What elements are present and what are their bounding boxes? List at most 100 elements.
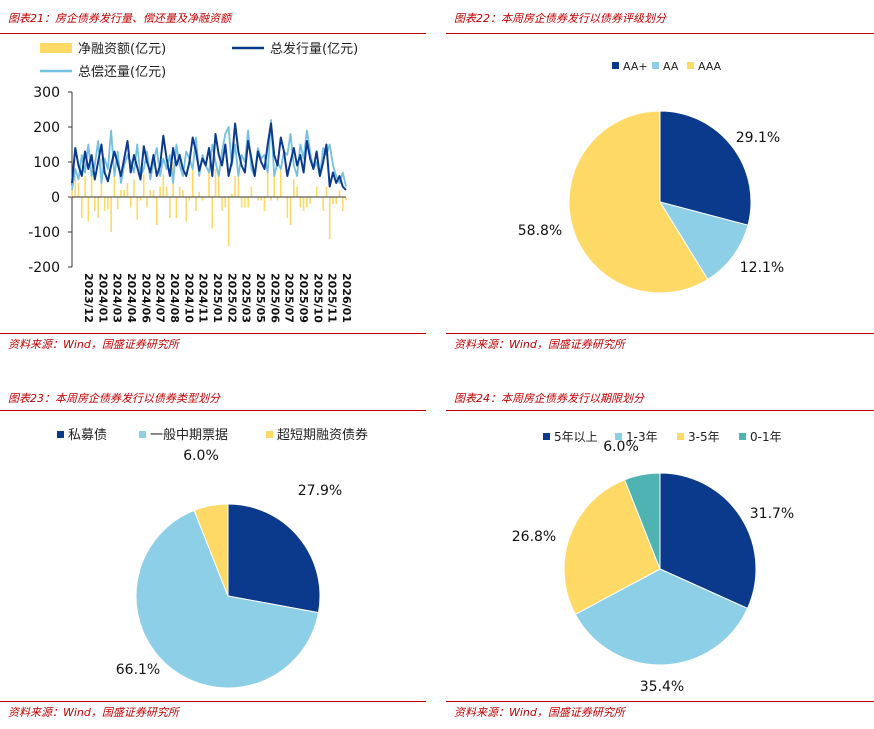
bar-net [335, 197, 338, 204]
pie-data-label: 6.0% [603, 439, 639, 455]
legend-swatch-net [40, 43, 72, 53]
bar-net [142, 174, 145, 197]
bar-net [338, 190, 341, 197]
bar-net [185, 197, 187, 222]
bar-net [306, 197, 308, 208]
x-tick-label: 2023/12 [82, 273, 95, 323]
bar-net [214, 169, 217, 197]
source-rule [0, 701, 426, 702]
x-tick-label: 2025/11 [326, 273, 339, 323]
bar-net [211, 197, 214, 229]
pie-slice [574, 568, 749, 666]
bar-net [136, 197, 139, 220]
x-tick-label: 2024/06 [139, 273, 152, 323]
chart-23-title: 图表23：本周房企债券发行以债券类型划分 [8, 392, 220, 405]
bar-net [270, 197, 272, 201]
panel-chart-24: 图表24：本周房企债券发行以期限划分 5年以上 1-3年 3-5年 0-1年 31.7%… [446, 380, 874, 729]
bar-net [169, 197, 171, 218]
x-tick-label: 2024/07 [154, 273, 167, 323]
bar-net [84, 176, 86, 197]
legend-label: 超短期融资债券 [277, 427, 368, 443]
bar-net [293, 179, 295, 197]
bar-net [328, 197, 331, 239]
bar-net [87, 197, 90, 222]
legend-label: 总偿还量(亿元) [78, 65, 166, 80]
bar-net [289, 197, 292, 225]
legend-swatch [139, 431, 146, 438]
bar-net [195, 197, 197, 211]
bar-net [315, 186, 318, 197]
bar-net [182, 190, 184, 197]
bar-net [198, 191, 201, 197]
legend-label: 3-5年 [688, 430, 720, 444]
bar-net [152, 190, 155, 197]
title-rule [446, 33, 874, 34]
legend-label: 总发行量(亿元) [270, 41, 358, 57]
panel-chart-22: 图表22：本周房企债券发行以债券评级划分 AA+ AA AAA 29.1% 12.1% 5… [446, 0, 874, 365]
bar-net [178, 186, 181, 197]
bar-net [139, 197, 142, 201]
bar-net [162, 174, 165, 197]
x-tick-label: 2025/03 [240, 273, 253, 323]
pie-slice [227, 503, 321, 614]
title-rule [446, 410, 874, 411]
legend-swatch [615, 433, 622, 440]
bar-net [332, 197, 334, 204]
bar-net [191, 165, 194, 197]
bar-net [273, 176, 276, 197]
bar-net [159, 186, 161, 197]
chart-22-title: 图表22：本周房企债券发行以债券评级划分 [454, 12, 666, 25]
source-rule [446, 333, 874, 334]
bar-net [149, 190, 152, 197]
bar-net [286, 197, 289, 218]
x-tick-label: 2025/09 [297, 273, 310, 323]
bar-net [80, 197, 83, 218]
bar-net [341, 197, 344, 211]
title-rule [0, 33, 426, 34]
bar-net [231, 193, 233, 197]
bar-net [345, 197, 347, 201]
y-tick-label: 0 [51, 190, 60, 206]
x-tick-label: 2024/11 [197, 273, 210, 323]
legend-swatch [677, 433, 684, 440]
bar-net [77, 183, 80, 197]
bar-net [201, 197, 204, 201]
pie-slice [568, 110, 709, 294]
legend-label: 私募债 [68, 428, 107, 443]
bar-net [325, 186, 328, 197]
pie-slice [659, 472, 757, 610]
bar-net [116, 197, 119, 210]
bar-net [103, 197, 106, 211]
chart-24-source: 资料来源：Wind，国盛证券研究所 [454, 706, 625, 719]
x-tick-label: 2026/01 [340, 273, 353, 323]
bar-net [156, 197, 158, 225]
bar-net [234, 176, 236, 197]
chart-21-svg: 净融资额(亿元) 总发行量(亿元) 总偿还量(亿元) 300 200 100 0 -100 -2… [28, 41, 358, 323]
bar-net [279, 165, 282, 197]
legend-swatch [266, 431, 273, 438]
bar-net [146, 197, 148, 208]
x-tick-label: 2024/01 [96, 273, 109, 323]
pie-data-label: 31.7% [750, 506, 794, 522]
bar-net [129, 197, 132, 208]
bar-net [266, 169, 269, 197]
bar-net [107, 197, 109, 210]
bar-net [123, 190, 125, 197]
y-tick-label: 100 [33, 155, 60, 171]
panel-chart-23: 图表23：本周房企债券发行以债券类型划分 私募债 一般中期票据 超短期融资债券 27.… [0, 380, 432, 729]
bar-net [94, 197, 96, 211]
y-tick-label: -100 [28, 225, 60, 241]
pie-slice [623, 472, 661, 570]
bar-net [237, 172, 240, 197]
pie-slice [135, 509, 320, 689]
panel-chart-21: 图表21：房企债券发行量、偿还量及净融资额 净融资额(亿元) 总发行量(亿元) 总偿… [0, 0, 432, 365]
x-tick-label: 2024/04 [125, 273, 138, 323]
bar-net [263, 197, 266, 211]
x-tick-label: 2025/05 [254, 273, 267, 323]
pie-slice [193, 503, 229, 597]
y-tick-label: -200 [28, 260, 60, 276]
legend-label: AA [663, 60, 679, 73]
bar-net [208, 172, 210, 197]
bar-net [244, 197, 246, 208]
